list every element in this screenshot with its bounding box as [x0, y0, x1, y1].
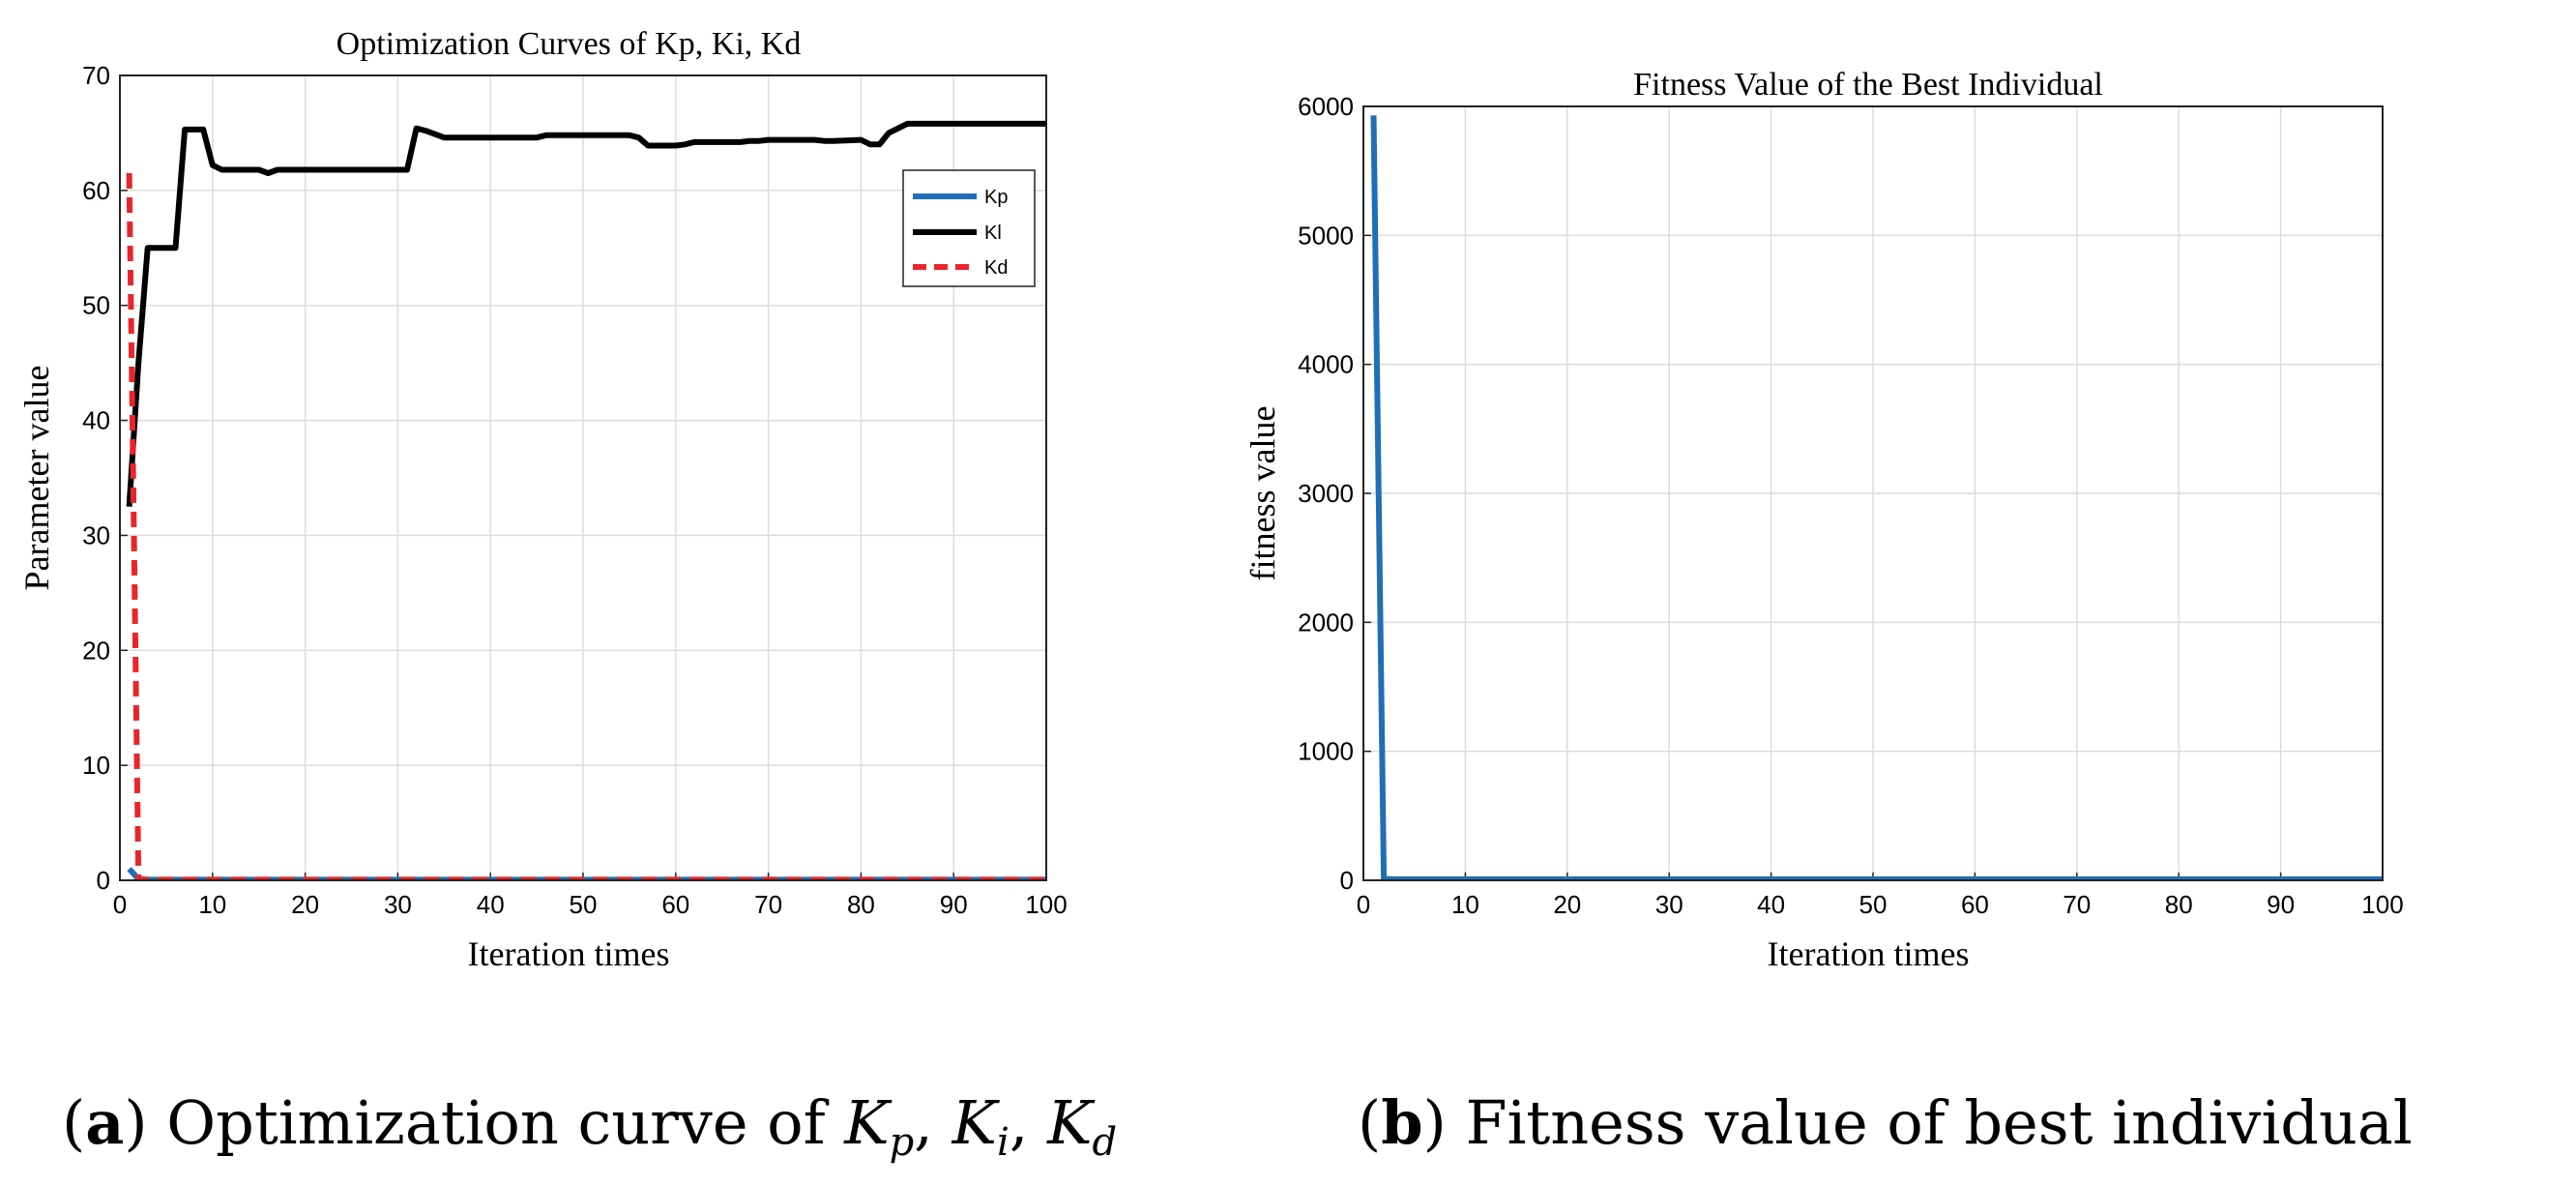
- chart-b-xlabel: Iteration times: [1768, 934, 1970, 973]
- chart-b-grid: [1363, 106, 2383, 880]
- caption-a-sym2-sub: d: [1093, 1120, 1118, 1165]
- chart-a-xlabel: Iteration times: [468, 934, 670, 973]
- caption-a: (a) Optimization curve of Kp, Ki, Kd: [62, 1087, 1117, 1165]
- chart-b-xtick-label: 0: [1357, 890, 1370, 919]
- chart-a-grid: [120, 75, 1046, 880]
- chart-b-ticks: 0 10 20 30 40 50 60 70 80 90 100010002000300040005…: [1298, 92, 2404, 919]
- caption-a-sym1-base: K: [951, 1087, 1001, 1158]
- caption-a-sym0-sep: ,: [914, 1087, 933, 1158]
- legend-kl-label: Kl: [984, 222, 1002, 244]
- chart-b-title: Fitness Value of the Best Individual: [1633, 67, 2103, 103]
- chart-b-xtick-label: 80: [2165, 890, 2193, 919]
- caption-b: (b) Fitness value of best individual: [1358, 1087, 2413, 1158]
- chart-b-ylabel: fitness value: [1244, 406, 1282, 581]
- chart-b-xtick-label: 20: [1553, 890, 1581, 919]
- chart-a-ytick-label: 0: [97, 866, 110, 895]
- chart-b-ytick-label: 5000: [1298, 221, 1354, 250]
- legend-kd-label: Kd: [984, 257, 1008, 279]
- chart-b-xtick-label: 30: [1655, 890, 1683, 919]
- caption-a-sym0-base: K: [843, 1087, 893, 1158]
- chart-b-frame: [1362, 105, 2384, 881]
- chart-a-ylabel: Parameter value: [17, 366, 56, 591]
- chart-b-ytick-label: 2000: [1298, 608, 1354, 637]
- chart-a-xtick-label: 0: [113, 890, 127, 919]
- chart-b-ytick-label: 6000: [1298, 92, 1354, 121]
- chart-b-xtick-label: 50: [1859, 890, 1888, 919]
- chart-b-xtick-label: 10: [1451, 890, 1479, 919]
- caption-a-sym1-sub: i: [997, 1120, 1010, 1165]
- caption-a-sym0-sub: p: [890, 1120, 915, 1165]
- chart-a-ytick-label: 70: [82, 61, 110, 90]
- chart-a-frame: [119, 74, 1047, 881]
- legend-kp-label: Kp: [984, 187, 1008, 208]
- chart-b-xtick-label: 100: [2361, 890, 2403, 919]
- chart-b-ytick-label: 1000: [1298, 737, 1354, 766]
- chart-a-xtick-label: 60: [661, 890, 689, 919]
- chart-a-ytick-label: 50: [82, 291, 110, 320]
- chart-a-ytick-label: 40: [82, 406, 110, 435]
- chart-a-ytick-label: 30: [82, 520, 110, 549]
- chart-b-ytick-label: 4000: [1298, 350, 1354, 379]
- caption-b-letter: b: [1381, 1087, 1422, 1158]
- caption-a-text: Optimization curve of: [166, 1087, 829, 1158]
- chart-a: Optimization Curves of Kp, Ki, Kd 0 10 20 3…: [17, 26, 1068, 973]
- chart-a-series-kl: [126, 120, 1046, 507]
- chart-a-ytick-label: 10: [82, 751, 110, 780]
- chart-a-xtick-label: 20: [291, 890, 319, 919]
- caption-a-sym2-base: K: [1046, 1087, 1096, 1158]
- chart-a-xtick-label: 100: [1025, 890, 1067, 919]
- chart-b-ytick-label: 0: [1340, 866, 1354, 895]
- chart-b-series-fitness: [1370, 115, 2383, 880]
- caption-a-sym1-sep: ,: [1010, 1087, 1029, 1158]
- chart-a-xtick-label: 40: [477, 890, 505, 919]
- chart-b-ytick-label: 3000: [1298, 479, 1354, 508]
- caption-b-text: Fitness value of best individual: [1465, 1087, 2412, 1158]
- chart-a-legend: Kp Kl Kd: [902, 169, 1036, 287]
- chart-b-xtick-label: 70: [2063, 890, 2091, 919]
- chart-a-xtick-label: 30: [384, 890, 412, 919]
- chart-b-xtick-label: 60: [1961, 890, 1989, 919]
- chart-a-ticks: 0 10 20 30 40 50 60 70 80 90 100 0 10 20 30 40 50 60 70: [82, 61, 1068, 919]
- chart-a-title: Optimization Curves of Kp, Ki, Kd: [337, 26, 802, 62]
- caption-a-letter: a: [85, 1087, 124, 1158]
- chart-a-xtick-label: 10: [198, 890, 226, 919]
- chart-a-ytick-label: 60: [82, 176, 110, 205]
- chart-b-xtick-label: 40: [1757, 890, 1785, 919]
- chart-a-xtick-label: 70: [754, 890, 782, 919]
- chart-a-xtick-label: 80: [847, 890, 875, 919]
- chart-b: Fitness Value of the Best Individual 0 10…: [1244, 67, 2404, 973]
- chart-a-xtick-label: 50: [570, 890, 598, 919]
- chart-b-xtick-label: 90: [2267, 890, 2295, 919]
- chart-a-ytick-label: 20: [82, 636, 110, 665]
- chart-b-series: [1370, 115, 2383, 880]
- chart-a-xtick-label: 90: [940, 890, 968, 919]
